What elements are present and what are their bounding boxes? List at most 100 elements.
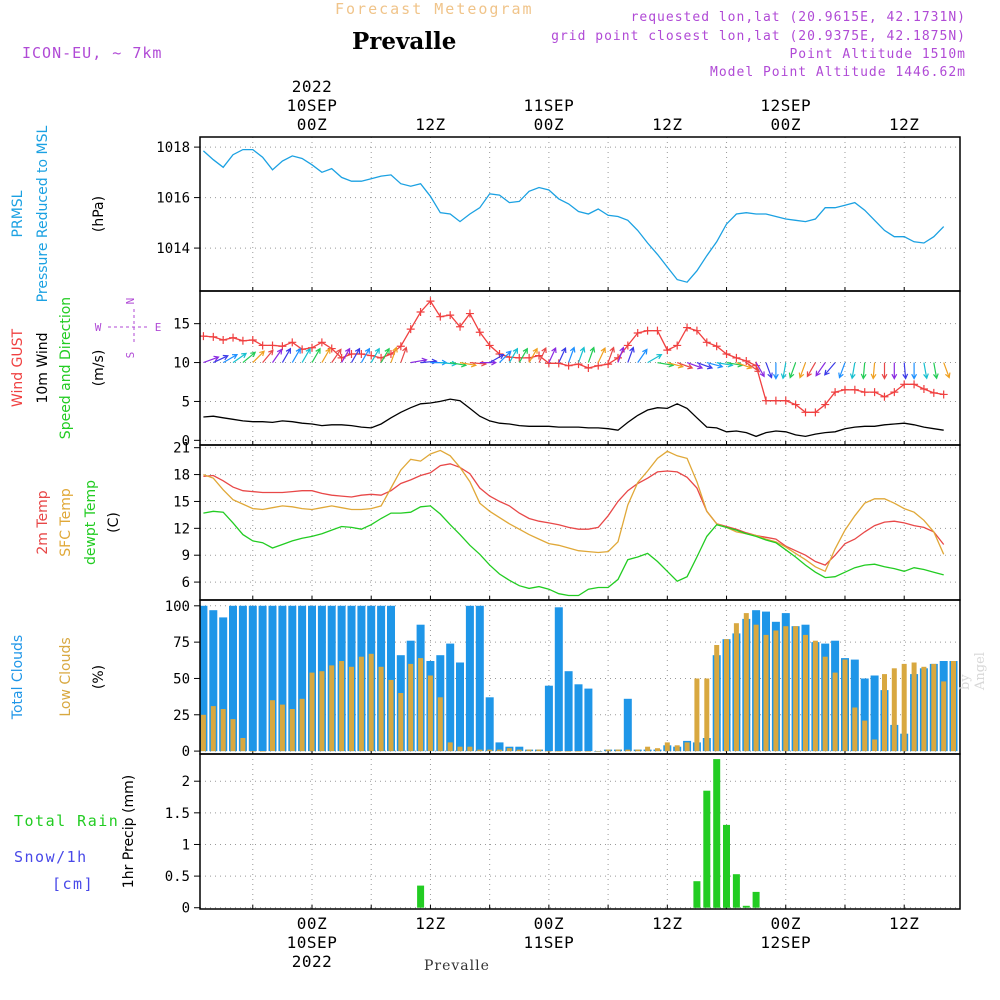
wind-gust-marker <box>742 357 751 365</box>
wind-gust-marker <box>229 333 238 342</box>
clouds-series-1-bar <box>358 656 364 752</box>
wind-gust-marker <box>465 309 474 318</box>
wind-gust-marker <box>722 350 731 358</box>
location-title: Prevalle <box>352 28 457 55</box>
forecast-title: Forecast Meteogram <box>335 0 534 18</box>
clouds-series-0-bar <box>870 675 879 751</box>
temperature-ytick-label: 18 <box>173 468 190 484</box>
pressure-frame <box>199 136 961 292</box>
wind-gust-marker <box>673 341 682 350</box>
credit-watermark: by Angel <box>958 652 988 690</box>
clouds-series-1-bar <box>714 645 720 752</box>
wind-direction-arrow <box>272 348 283 363</box>
grid-point-coordinates: grid point closest lon,lat (20.9375E, 42… <box>551 29 966 44</box>
clouds-series-1-bar <box>319 671 325 752</box>
precip-series-0-bar <box>417 885 425 908</box>
compass-north: N <box>124 298 137 305</box>
clouds-series-1-bar <box>398 693 404 752</box>
clouds-series-1-bar <box>477 749 483 752</box>
clouds-series-1-bar <box>862 720 868 752</box>
wind-direction-arrow <box>291 347 301 363</box>
clouds-series-1-bar <box>576 751 581 752</box>
clouds-series-1-bar <box>891 668 897 752</box>
compass-cross-icon <box>108 309 150 345</box>
wind-direction-arrow <box>860 362 867 380</box>
wind-gust-marker <box>436 312 445 321</box>
wind-direction-arrow <box>400 346 408 363</box>
wind-direction-arrow <box>321 347 331 363</box>
pressure-ytick-label: 1016 <box>156 191 190 207</box>
wind-gust-marker <box>870 388 879 397</box>
clouds-series-1-bar <box>526 749 532 752</box>
wind-direction-arrow <box>647 353 663 364</box>
clouds-panel <box>194 599 997 755</box>
wind-ytick-label: 15 <box>173 317 190 333</box>
clouds-ytick-label: 0 <box>182 744 190 760</box>
wind-direction-arrow <box>360 347 371 363</box>
clouds-series-1-bar <box>240 738 246 752</box>
precip-ytick-label: 2 <box>182 774 190 790</box>
clouds-ytick-label: 50 <box>173 671 190 687</box>
precip-ytick-label: 1.5 <box>165 806 190 822</box>
compass-south: S <box>124 352 137 359</box>
clouds-ytick-label: 25 <box>173 708 190 724</box>
wind-direction-arrow <box>518 347 528 363</box>
clouds-series-0-bar <box>989 638 997 751</box>
precip-ylabel: 1hr Precip (mm) <box>121 775 137 888</box>
wind-gust-marker <box>801 408 810 417</box>
bottom-time-label: 11SEP <box>524 933 575 952</box>
wind-direction-arrow <box>597 346 606 363</box>
wind-direction-arrow <box>528 347 538 363</box>
wind-gust-marker <box>584 364 593 372</box>
precip-series-0-bar <box>732 874 740 908</box>
clouds-label-0: Total Clouds <box>10 635 26 720</box>
clouds-series-1-bar <box>210 706 216 752</box>
wind-direction-arrow <box>489 353 505 364</box>
bottom-time-label: 00Z <box>771 914 801 933</box>
wind-gust-marker <box>633 329 642 337</box>
clouds-series-1-bar <box>339 661 345 752</box>
model-name: ICON-EU, ~ 7km <box>22 44 163 62</box>
precip-ytick-label: 0 <box>182 901 190 917</box>
wind-direction-arrow <box>823 362 836 376</box>
wind-gust-marker <box>732 353 741 362</box>
pressure-ylabel: (hPa) <box>91 196 107 232</box>
wind-gust-marker <box>248 336 257 344</box>
clouds-series-1-bar <box>664 742 670 752</box>
wind-direction-arrow <box>891 362 898 380</box>
wind-direction-arrow <box>499 350 512 364</box>
wind-direction-arrow <box>203 355 220 364</box>
wind-direction-arrow <box>815 362 826 377</box>
clouds-series-1-bar <box>694 678 700 752</box>
wind-gust-marker <box>919 385 928 393</box>
clouds-series-1-bar <box>812 640 818 752</box>
clouds-series-0-bar <box>515 746 524 752</box>
precip-label-1: Snow/1h <box>14 848 88 866</box>
wind-gust-marker <box>712 342 721 351</box>
wind-gust-marker <box>485 341 494 350</box>
bottom-time-label: 00Z <box>297 914 327 933</box>
clouds-series-1-bar <box>743 613 749 752</box>
wind-gust-marker <box>200 332 208 341</box>
wind-gust-marker <box>367 351 376 360</box>
top-time-label: 12Z <box>652 115 682 134</box>
clouds-series-0-bar <box>564 671 573 752</box>
wind-direction-arrow <box>706 362 724 369</box>
wind-direction-arrow <box>508 347 519 363</box>
wind-gust-marker <box>840 385 849 394</box>
wind-direction-arrow <box>311 347 321 363</box>
precip-series-0-bar <box>713 759 721 908</box>
clouds-series-0-bar <box>298 605 307 752</box>
clouds-series-1-bar <box>832 672 838 752</box>
wind-direction-arrow <box>923 362 929 380</box>
bottom-time-label: 00Z <box>534 914 564 933</box>
wind-direction-arrow <box>577 346 586 363</box>
temperature-ytick-label: 21 <box>173 441 190 457</box>
wind-direction-arrow <box>870 362 877 380</box>
clouds-series-0-bar <box>485 697 494 752</box>
clouds-series-1-bar <box>289 709 295 752</box>
wind-gust-marker <box>347 350 356 358</box>
wind-direction-arrow <box>341 347 351 363</box>
temperature-ytick-label: 6 <box>182 575 190 591</box>
wind-gust-marker <box>209 332 218 341</box>
